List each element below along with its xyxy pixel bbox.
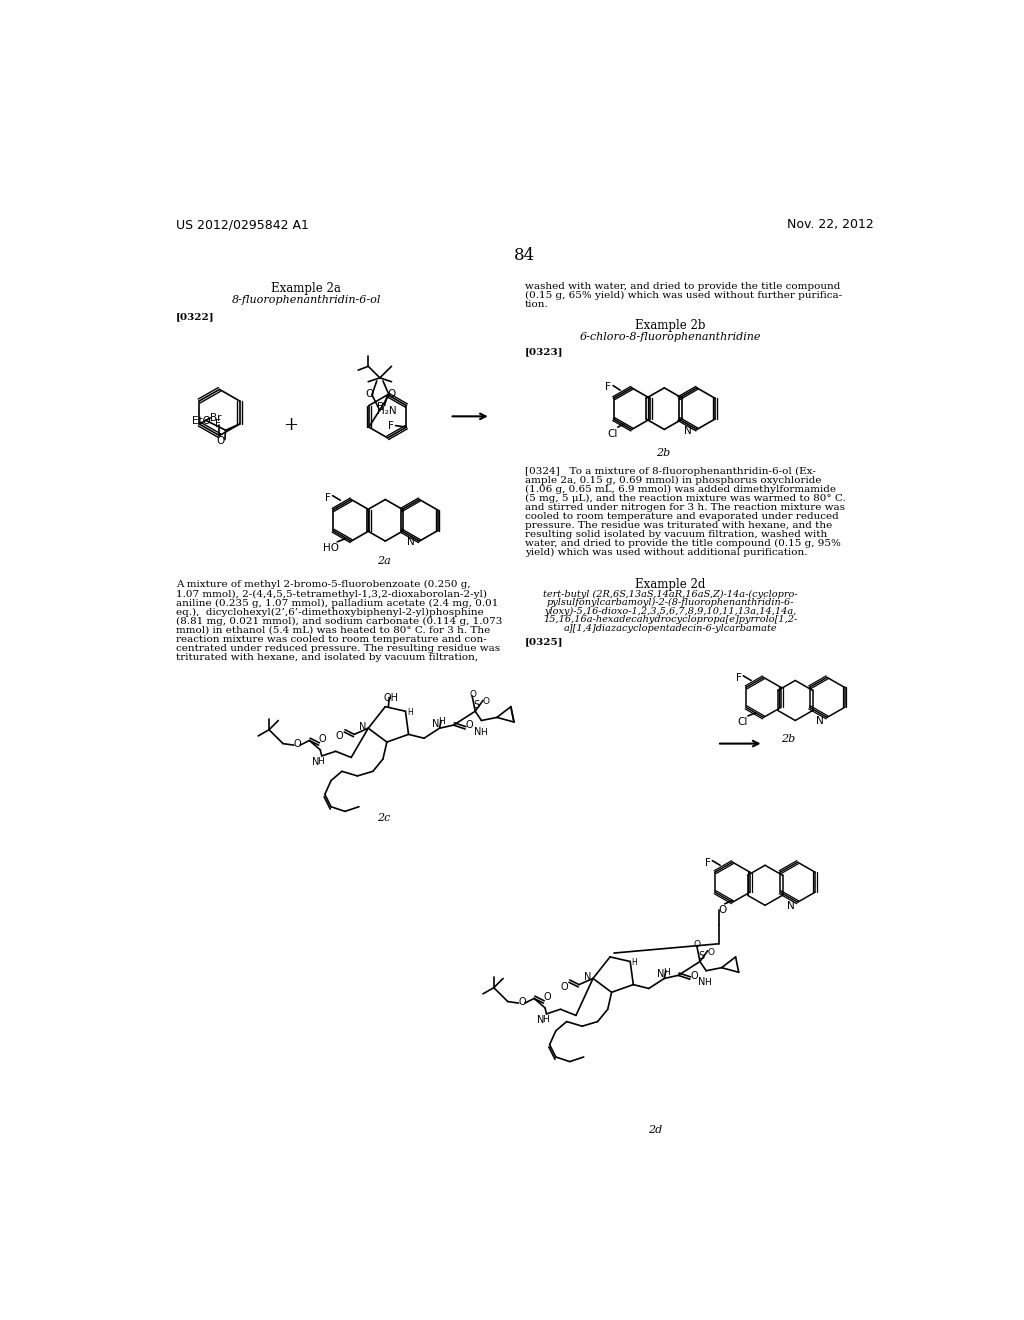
Text: [0323]: [0323] xyxy=(524,347,563,356)
Text: Example 2b: Example 2b xyxy=(635,318,706,331)
Text: N: N xyxy=(538,1015,545,1026)
Text: tert-butyl (2R,6S,13aS,14aR,16aS,Z)-14a-(cyclopro-: tert-butyl (2R,6S,13aS,14aR,16aS,Z)-14a-… xyxy=(543,590,798,599)
Text: Br: Br xyxy=(210,413,221,424)
Text: 2b: 2b xyxy=(655,447,670,458)
Text: water, and dried to provide the title compound (0.15 g, 95%: water, and dried to provide the title co… xyxy=(524,539,841,548)
Text: (1.06 g, 0.65 mL, 6.9 mmol) was added dimethylformamide: (1.06 g, 0.65 mL, 6.9 mmol) was added di… xyxy=(524,484,836,494)
Text: H: H xyxy=(663,968,670,977)
Text: N: N xyxy=(656,969,664,979)
Text: S: S xyxy=(698,950,705,961)
Text: Cl: Cl xyxy=(737,718,748,727)
Text: B: B xyxy=(378,403,384,412)
Text: 6-chloro-8-fluorophenanthridine: 6-chloro-8-fluorophenanthridine xyxy=(580,331,761,342)
Text: O: O xyxy=(708,948,715,957)
Text: O: O xyxy=(518,997,526,1007)
Text: [0324]   To a mixture of 8-fluorophenanthridin-6-ol (Ex-: [0324] To a mixture of 8-fluorophenanthr… xyxy=(524,466,816,475)
Text: Cl: Cl xyxy=(607,429,617,438)
Text: Nov. 22, 2012: Nov. 22, 2012 xyxy=(786,218,873,231)
Text: Example 2a: Example 2a xyxy=(271,281,341,294)
Text: triturated with hexane, and isolated by vacuum filtration,: triturated with hexane, and isolated by … xyxy=(176,653,478,663)
Text: cooled to room temperature and evaporated under reduced: cooled to room temperature and evaporate… xyxy=(524,512,839,521)
Text: H: H xyxy=(632,958,638,968)
Text: [0322]: [0322] xyxy=(176,313,215,321)
Text: pressure. The residue was triturated with hexane, and the: pressure. The residue was triturated wit… xyxy=(524,521,833,529)
Text: N: N xyxy=(407,537,415,548)
Text: N: N xyxy=(359,722,367,733)
Text: a][1,4]diazacyclopentadecin-6-ylcarbamate: a][1,4]diazacyclopentadecin-6-ylcarbamat… xyxy=(563,624,777,634)
Text: S: S xyxy=(474,701,480,710)
Text: O: O xyxy=(336,731,343,742)
Text: ample 2a, 0.15 g, 0.69 mmol) in phosphorus oxychloride: ample 2a, 0.15 g, 0.69 mmol) in phosphor… xyxy=(524,475,821,484)
Text: F: F xyxy=(388,421,393,430)
Text: resulting solid isolated by vacuum filtration, washed with: resulting solid isolated by vacuum filtr… xyxy=(524,531,827,539)
Text: yield) which was used without additional purification.: yield) which was used without additional… xyxy=(524,548,807,557)
Text: O: O xyxy=(366,388,374,399)
Text: N: N xyxy=(698,977,706,987)
Text: EtO: EtO xyxy=(191,416,210,426)
Text: O: O xyxy=(690,970,698,981)
Text: A mixture of methyl 2-bromo-5-fluorobenzoate (0.250 g,: A mixture of methyl 2-bromo-5-fluorobenz… xyxy=(176,581,471,590)
Text: H: H xyxy=(317,758,324,767)
Text: tion.: tion. xyxy=(524,300,549,309)
Text: eq.),  dicyclohexyl(2’,6’-dimethoxybiphenyl-2-yl)phosphine: eq.), dicyclohexyl(2’,6’-dimethoxybiphen… xyxy=(176,607,483,616)
Text: O: O xyxy=(318,734,327,744)
Text: O: O xyxy=(719,906,727,915)
Text: O: O xyxy=(469,689,476,698)
Text: (5 mg, 5 μL), and the reaction mixture was warmed to 80° C.: (5 mg, 5 μL), and the reaction mixture w… xyxy=(524,494,846,503)
Text: OH: OH xyxy=(384,693,398,702)
Text: +: + xyxy=(284,416,298,434)
Text: H: H xyxy=(480,729,486,737)
Text: centrated under reduced pressure. The resulting residue was: centrated under reduced pressure. The re… xyxy=(176,644,500,653)
Text: H: H xyxy=(438,718,444,726)
Text: N: N xyxy=(786,900,795,911)
Text: F: F xyxy=(215,418,221,429)
Text: US 2012/0295842 A1: US 2012/0295842 A1 xyxy=(176,218,309,231)
Text: F: F xyxy=(325,492,331,503)
Text: O: O xyxy=(216,436,224,446)
Text: O: O xyxy=(693,940,700,949)
Text: pylsulfonylcarbamoyl)-2-(8-fluorophenanthridin-6-: pylsulfonylcarbamoyl)-2-(8-fluorophenant… xyxy=(547,598,795,607)
Text: Example 2d: Example 2d xyxy=(635,578,706,591)
Text: H: H xyxy=(542,1015,549,1024)
Text: F: F xyxy=(605,383,611,392)
Text: 1.07 mmol), 2-(4,4,5,5-tetramethyl-1,3,2-dioxaborolan-2-yl): 1.07 mmol), 2-(4,4,5,5-tetramethyl-1,3,2… xyxy=(176,590,487,598)
Text: 15,16,16a-hexadecahydrocyclopropa[e]pyrrolo[1,2-: 15,16,16a-hexadecahydrocyclopropa[e]pyrr… xyxy=(544,615,798,624)
Text: H: H xyxy=(705,978,712,987)
Text: O: O xyxy=(544,993,551,1002)
Text: N: N xyxy=(474,726,481,737)
Text: yloxy)-5,16-dioxo-1,2,3,5,6,7,8,9,10,11,13a,14,14a,: yloxy)-5,16-dioxo-1,2,3,5,6,7,8,9,10,11,… xyxy=(545,607,797,616)
Text: 2b: 2b xyxy=(781,734,796,744)
Text: N: N xyxy=(312,758,319,767)
Text: (0.15 g, 65% yield) which was used without further purifica-: (0.15 g, 65% yield) which was used witho… xyxy=(524,290,842,300)
Text: N: N xyxy=(684,425,692,436)
Text: washed with water, and dried to provide the title compound: washed with water, and dried to provide … xyxy=(524,281,840,290)
Text: 2a: 2a xyxy=(377,556,390,566)
Text: N: N xyxy=(584,973,591,982)
Text: 84: 84 xyxy=(514,247,536,264)
Text: [0325]: [0325] xyxy=(524,638,563,647)
Text: mmol) in ethanol (5.4 mL) was heated to 80° C. for 3 h. The: mmol) in ethanol (5.4 mL) was heated to … xyxy=(176,626,490,635)
Text: 8-fluorophenanthridin-6-ol: 8-fluorophenanthridin-6-ol xyxy=(231,296,381,305)
Text: HO: HO xyxy=(324,544,339,553)
Text: N: N xyxy=(816,715,824,726)
Text: O: O xyxy=(560,982,568,991)
Text: (8.81 mg, 0.021 mmol), and sodium carbonate (0.114 g, 1.073: (8.81 mg, 0.021 mmol), and sodium carbon… xyxy=(176,616,503,626)
Text: O: O xyxy=(387,388,395,399)
Text: O: O xyxy=(483,697,489,706)
Text: O: O xyxy=(466,721,473,730)
Text: N: N xyxy=(432,719,439,729)
Text: and stirred under nitrogen for 3 h. The reaction mixture was: and stirred under nitrogen for 3 h. The … xyxy=(524,503,845,512)
Text: H₂N: H₂N xyxy=(377,405,396,416)
Text: F: F xyxy=(735,673,741,682)
Text: 2c: 2c xyxy=(377,813,390,822)
Text: H: H xyxy=(407,708,413,717)
Text: 2d: 2d xyxy=(648,1125,663,1135)
Text: reaction mixture was cooled to room temperature and con-: reaction mixture was cooled to room temp… xyxy=(176,635,486,644)
Text: O: O xyxy=(294,739,301,748)
Text: F: F xyxy=(705,858,711,867)
Text: aniline (0.235 g, 1.07 mmol), palladium acetate (2.4 mg, 0.01: aniline (0.235 g, 1.07 mmol), palladium … xyxy=(176,598,499,607)
